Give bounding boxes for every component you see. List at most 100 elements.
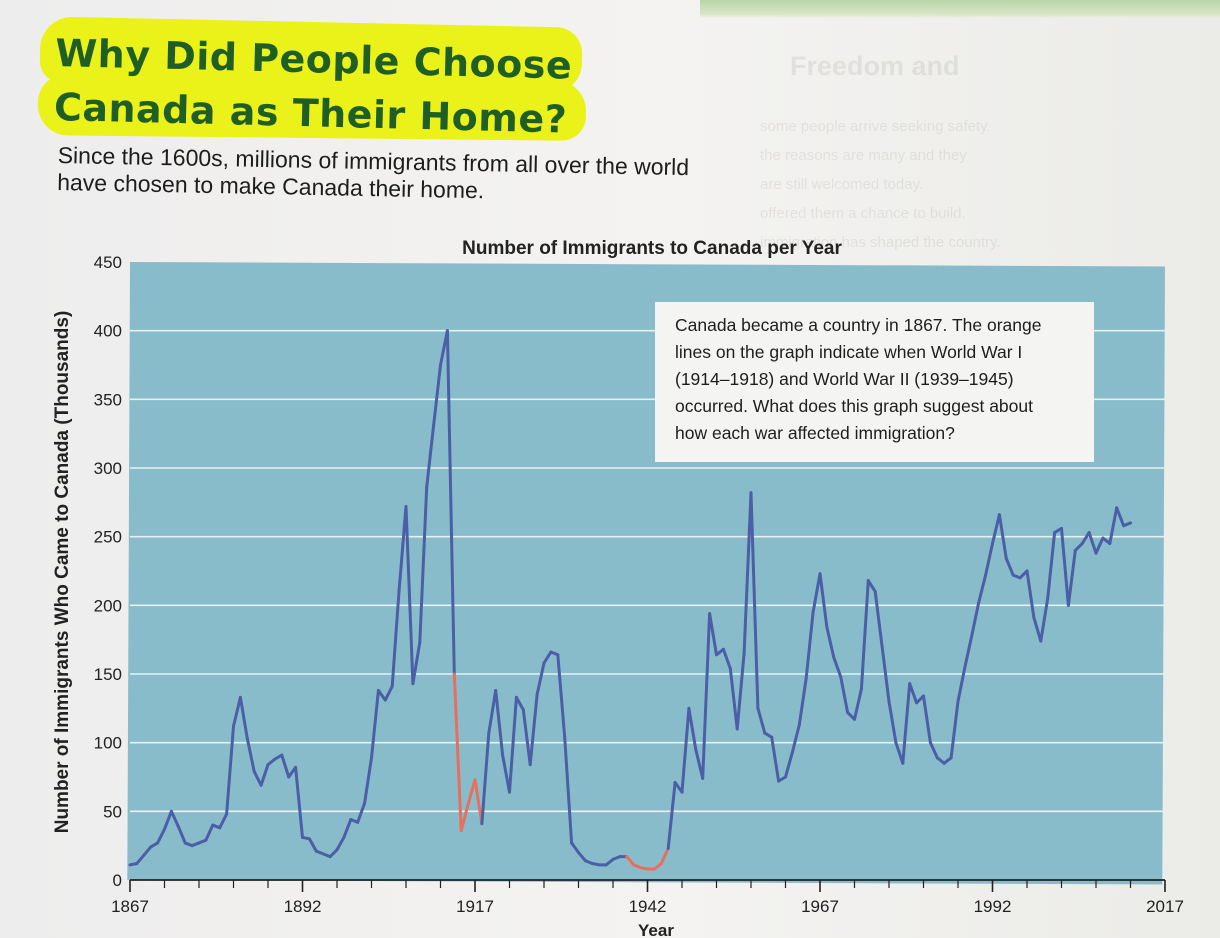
series-segment	[521, 708, 532, 767]
series-segment	[1060, 526, 1070, 607]
series-segment	[949, 699, 960, 760]
series-segment	[432, 363, 442, 427]
x-tick-label: 1967	[801, 897, 839, 916]
series-segment	[1066, 548, 1077, 607]
series-segment	[880, 645, 891, 703]
series-segment	[1122, 521, 1132, 528]
series-segment	[418, 485, 429, 644]
series-segment	[411, 640, 422, 686]
series-segment	[245, 737, 256, 774]
series-segment	[908, 682, 919, 705]
series-segment	[784, 750, 794, 779]
war-period-segment	[466, 778, 477, 806]
series-segment	[252, 770, 263, 787]
series-segment	[1080, 531, 1091, 546]
series-segment	[528, 693, 539, 767]
series-segment	[335, 835, 346, 852]
series-segment	[1004, 557, 1015, 577]
series-segment	[404, 504, 415, 686]
series-segment	[280, 753, 291, 779]
x-tick-label: 2017	[1146, 897, 1184, 916]
series-segment	[1025, 569, 1036, 620]
series-segment	[991, 513, 1001, 546]
series-segment	[859, 579, 870, 691]
series-segment	[901, 682, 912, 765]
bleed-through-heading: Freedom and	[790, 51, 960, 81]
series-segment	[204, 823, 215, 842]
series-segment	[797, 676, 808, 727]
series-segment	[294, 765, 304, 839]
series-segment	[708, 612, 718, 657]
chart-title: Number of Immigrants to Canada per Year	[462, 238, 842, 259]
series-segment	[984, 542, 994, 577]
war-period-segment	[625, 855, 636, 867]
series-segment	[176, 824, 187, 845]
series-segment	[535, 661, 546, 697]
series-segment	[804, 610, 815, 680]
series-segment	[887, 699, 898, 745]
series-segment	[556, 653, 567, 739]
annotation-callout: Canada became a country in 1867. The ora…	[655, 302, 1094, 462]
series-segment	[839, 675, 850, 714]
series-segment	[342, 818, 353, 839]
war-period-segment	[459, 802, 470, 833]
y-tick-label: 0	[113, 871, 122, 890]
series-segment	[770, 735, 781, 783]
series-segment	[356, 801, 367, 824]
series-segment	[425, 423, 436, 489]
series-segment	[487, 688, 498, 735]
series-segment	[563, 735, 574, 845]
series-segment	[866, 579, 877, 594]
x-tick-label: 1942	[629, 897, 667, 916]
series-segment	[445, 329, 456, 676]
series-segment	[963, 634, 974, 669]
series-segment	[514, 695, 525, 712]
y-axis-title: Number of Immigrants Who Came to Canada …	[52, 311, 73, 834]
series-segment	[749, 491, 760, 710]
series-segment	[218, 812, 229, 830]
series-segment	[701, 612, 712, 780]
y-tick-label: 150	[94, 665, 122, 684]
series-segment	[232, 695, 242, 728]
series-segment	[501, 753, 511, 794]
series-segment	[480, 731, 491, 826]
x-tick-label: 1892	[284, 897, 322, 916]
war-period-segment	[473, 778, 484, 826]
series-segment	[742, 491, 753, 655]
series-segment	[238, 695, 249, 741]
series-segment	[977, 573, 988, 605]
x-tick-label: 1992	[974, 897, 1012, 916]
series-segment	[135, 853, 146, 866]
x-axis-title: Year	[638, 921, 674, 938]
y-tick-label: 100	[94, 734, 122, 753]
series-segment	[1039, 596, 1050, 643]
series-segment	[1046, 531, 1057, 600]
series-segment	[307, 837, 318, 853]
series-segment	[756, 706, 767, 735]
series-segment	[1108, 506, 1119, 546]
x-tick-label: 1917	[456, 897, 494, 916]
page-edge-strip	[700, 0, 1220, 18]
series-segment	[494, 688, 505, 757]
y-tick-label: 50	[103, 802, 122, 821]
series-segment	[873, 590, 884, 649]
series-segment	[376, 688, 387, 702]
series-segment	[383, 684, 394, 702]
series-segment	[1115, 506, 1126, 528]
series-segment	[1032, 616, 1043, 643]
series-segment	[687, 706, 698, 752]
series-segment	[169, 809, 180, 828]
series-segment	[142, 845, 153, 857]
series-segment	[922, 694, 932, 745]
series-segment	[1087, 531, 1098, 555]
series-segment	[390, 588, 401, 688]
series-segment	[680, 706, 691, 794]
series-segment	[508, 695, 518, 794]
series-segment	[570, 841, 580, 855]
series-segment	[397, 504, 408, 592]
y-tick-label: 200	[94, 596, 122, 615]
series-segment	[163, 809, 173, 831]
series-segment	[666, 780, 677, 850]
series-segment	[832, 656, 843, 679]
